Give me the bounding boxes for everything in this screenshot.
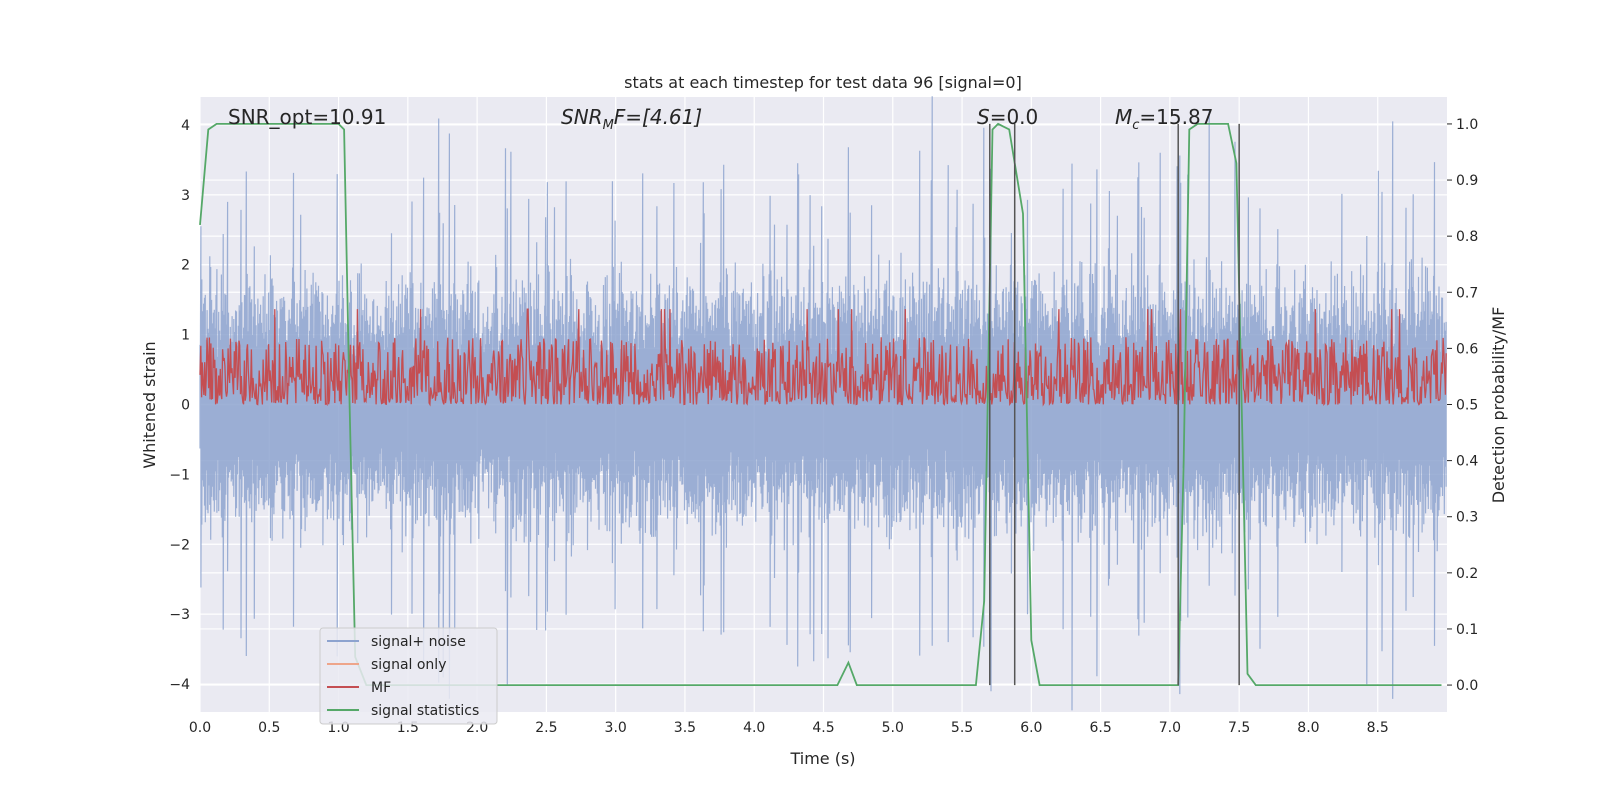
x-tick-label: 6.5	[1089, 720, 1111, 736]
annotation-snr-mf-subscript: M	[603, 118, 614, 133]
x-tick-label: 5.0	[882, 720, 904, 736]
annotation-mc: Mc=15.87	[1115, 105, 1213, 133]
x-tick-label: 2.5	[535, 720, 557, 736]
y2-tick-label: 0.3	[1456, 510, 1478, 526]
y2-tick-label: 0.0	[1456, 678, 1478, 694]
annotation-snr-mf-value: F=[4.61]	[614, 105, 702, 129]
y2-tick-label: 0.5	[1456, 398, 1478, 414]
annotation-s-value: =0.0	[990, 105, 1039, 129]
x-tick-label: 7.5	[1228, 720, 1250, 736]
annotation-mc-subscript: c	[1132, 118, 1139, 133]
x-tick-label: 3.0	[605, 720, 627, 736]
y-tick-label: −3	[169, 607, 190, 623]
annotation-snr-mf-symbol: SNR	[561, 105, 603, 129]
y2-axis-label: Detection probability/MF	[1489, 307, 1508, 504]
x-tick-label: 8.5	[1367, 720, 1389, 736]
legend-label-signal-only: signal only	[371, 657, 446, 673]
y-tick-label: 0	[181, 398, 190, 414]
y-tick-label: 3	[181, 188, 190, 204]
signal-statistics-line	[199, 122, 1442, 686]
y2-tick-label: 0.1	[1456, 622, 1478, 638]
x-tick-label: 6.0	[1020, 720, 1042, 736]
y2-tick-label: 0.4	[1456, 454, 1478, 470]
y-axis-label: Whitened strain	[140, 341, 159, 468]
legend: signal+ noise signal only MF signal stat…	[319, 627, 498, 725]
x-tick-label: 0.5	[258, 720, 280, 736]
legend-box	[319, 627, 498, 725]
annotation-s-symbol: S	[977, 105, 990, 129]
x-tick-label: 4.5	[812, 720, 834, 736]
x-tick-label: 7.0	[1159, 720, 1181, 736]
series-signal-statistics	[199, 122, 1442, 686]
x-tick-label: 5.5	[951, 720, 973, 736]
x-axis-label: Time (s)	[789, 749, 855, 768]
legend-label-signal-statistics: signal statistics	[371, 703, 479, 719]
y2-tick-label: 0.9	[1456, 173, 1478, 189]
annotation-snr-mf: SNRMF=[4.61]	[561, 105, 702, 133]
annotation-s: S=0.0	[977, 105, 1038, 129]
x-tick-label: 3.5	[674, 720, 696, 736]
axis-ticks: 0.0 0.5 1.0 1.5 2.0 2.5 3.0 3.5 4.0 4.5 5.0 5.5 6.0 6…	[169, 117, 1478, 736]
y-tick-label: 1	[181, 328, 190, 344]
y2-tick-label: 0.6	[1456, 341, 1478, 357]
annotation-mc-value: =15.87	[1139, 105, 1213, 129]
y-tick-label: 4	[181, 118, 190, 134]
legend-label-mf: MF	[371, 680, 391, 696]
y2-tick-label: 0.7	[1456, 285, 1478, 301]
legend-label-signal-noise: signal+ noise	[371, 634, 466, 650]
annotation-snr-opt: SNR_opt=10.91	[228, 105, 386, 129]
y-tick-label: −2	[169, 537, 190, 553]
annotation-mc-symbol: M	[1115, 105, 1132, 129]
x-tick-label: 8.0	[1297, 720, 1319, 736]
y2-tick-label: 0.8	[1456, 229, 1478, 245]
y-tick-label: −4	[169, 677, 190, 693]
x-tick-label: 4.0	[743, 720, 765, 736]
x-tick-label: 0.0	[189, 720, 211, 736]
chart-title: stats at each timestep for test data 96 …	[624, 73, 1022, 92]
y2-tick-label: 0.2	[1456, 566, 1478, 582]
y2-tick-label: 1.0	[1456, 117, 1478, 133]
y-tick-label: 2	[181, 258, 190, 274]
vertical-markers	[989, 123, 1240, 686]
y-tick-label: −1	[169, 467, 190, 483]
